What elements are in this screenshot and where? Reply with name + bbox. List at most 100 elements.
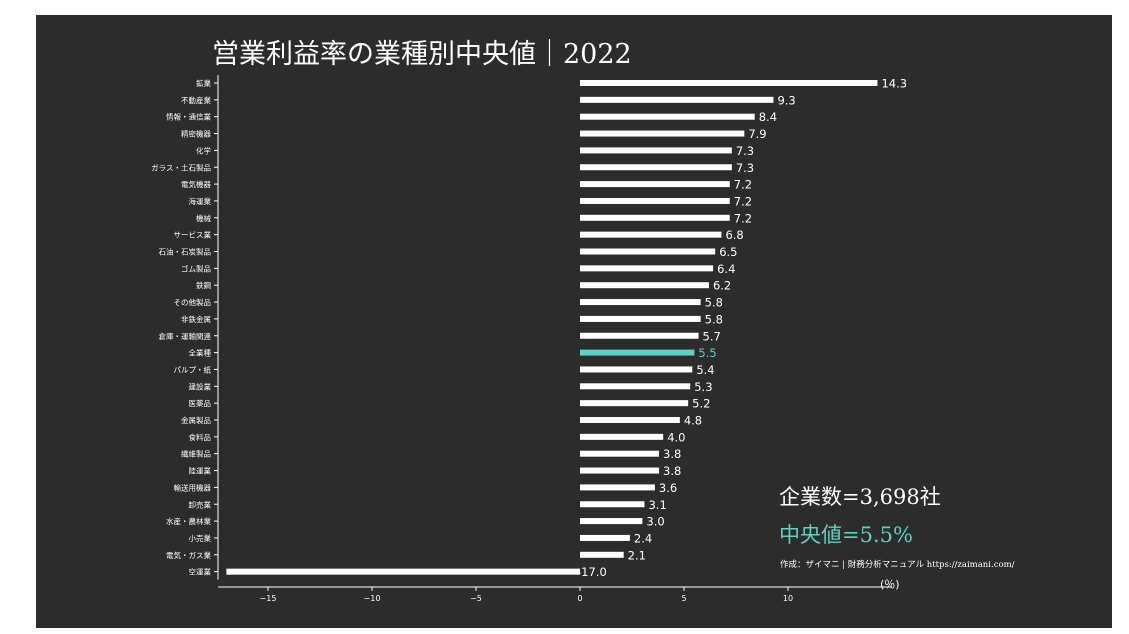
x-axis-unit-label: (％): [880, 578, 900, 591]
x-tick-label: −15: [260, 594, 277, 603]
bar: [226, 568, 580, 575]
bar: [580, 383, 691, 390]
y-tick-label: 倉庫・運輸関連: [159, 331, 212, 341]
y-tick-label: 化学: [196, 145, 211, 155]
bar: [580, 282, 709, 289]
data-label: 3.6: [659, 481, 677, 495]
y-tick-label: ゴム製品: [181, 263, 211, 273]
data-label: 3.0: [646, 515, 664, 529]
bar: [580, 534, 630, 541]
y-tick-label: 情報・通信業: [166, 112, 211, 122]
y-tick-label: 電気・ガス業: [166, 550, 211, 560]
data-label: 2.1: [628, 548, 646, 562]
data-label: 3.1: [648, 498, 666, 512]
data-label: 8.4: [759, 110, 777, 124]
bar: [580, 164, 732, 171]
data-label: 5.8: [705, 312, 723, 326]
x-tick-label: −10: [364, 594, 381, 603]
data-label: 7.9: [748, 127, 766, 141]
y-tick-label: その他製品: [174, 297, 212, 307]
bar: [580, 231, 722, 238]
bar: [580, 400, 689, 407]
data-label: 4.0: [667, 430, 685, 444]
data-label: 7.2: [734, 178, 752, 192]
bar: [580, 417, 680, 423]
y-tick-label: 陸運業: [189, 466, 212, 476]
y-tick-label: パルプ・紙: [174, 364, 212, 374]
bar: [580, 366, 693, 373]
bar: [580, 332, 699, 339]
data-label: 3.8: [663, 447, 681, 461]
bar: [580, 113, 755, 120]
company-count-stat: 企業数=3,698社: [779, 485, 941, 509]
y-tick-label: ガラス・土石製品: [151, 162, 211, 172]
chart-title: 営業利益率の業種別中央値｜2022: [212, 39, 632, 70]
data-label: 9.3: [777, 93, 795, 107]
bar: [580, 96, 774, 103]
y-tick-label: 鉱業: [196, 78, 211, 88]
x-tick-label: 5: [681, 594, 686, 603]
bar: [580, 147, 732, 154]
bar: [580, 265, 714, 272]
y-tick-label: サービス業: [174, 230, 212, 240]
y-tick-label: 不動産業: [181, 95, 211, 105]
data-label: 5.8: [705, 296, 723, 310]
y-tick-label: 繊維製品: [181, 449, 211, 459]
data-label: 6.8: [725, 228, 743, 242]
data-label: 7.2: [734, 211, 752, 225]
data-label: 7.2: [734, 194, 752, 208]
y-tick-label: 精密機器: [181, 129, 211, 139]
data-label: 5.3: [694, 380, 712, 394]
data-label: 7.3: [736, 161, 754, 175]
data-label: 5.4: [696, 363, 714, 377]
data-label: 5.7: [703, 329, 721, 343]
y-tick-label: 水産・農林業: [166, 516, 211, 526]
y-tick-label: 石油・石炭製品: [159, 247, 212, 257]
data-label: 4.8: [684, 414, 702, 428]
y-tick-label: 海運業: [189, 196, 212, 206]
y-tick-label: 小売業: [189, 533, 212, 543]
bar: [580, 433, 664, 440]
bar: [580, 197, 730, 204]
data-label: 3.8: [663, 464, 681, 478]
bar: [580, 551, 624, 558]
median-stat: 中央値=5.5%: [779, 523, 913, 547]
data-label: 5.2: [692, 397, 710, 411]
y-tick-label: 建設業: [189, 381, 212, 391]
bar: [580, 299, 701, 306]
bar: [580, 248, 716, 255]
y-tick-label: 機械: [196, 213, 211, 223]
data-label: 2.4: [634, 531, 652, 545]
data-label: 14.3: [881, 77, 907, 91]
bar: [580, 214, 730, 221]
x-tick-label: 0: [577, 594, 582, 603]
bar: [580, 484, 655, 491]
y-tick-label: 非鉄金属: [181, 314, 211, 324]
data-label: 7.3: [736, 144, 754, 158]
data-label: -17.0: [577, 565, 607, 579]
data-label: 6.4: [717, 262, 735, 276]
bar: [580, 181, 730, 188]
data-label: 6.5: [719, 245, 737, 259]
y-tick-label: 鉄鋼: [196, 280, 211, 290]
x-tick-label: −5: [470, 594, 482, 603]
bar: [580, 450, 660, 457]
data-label: 6.2: [713, 279, 731, 293]
x-tick-label: 10: [783, 594, 793, 603]
y-tick-label: 食料品: [189, 432, 212, 442]
data-label: 5.5: [698, 346, 716, 360]
bar-highlight: [580, 349, 695, 356]
bar: [580, 130, 745, 137]
bar: [580, 518, 643, 525]
credit-text: 作成：ザイマニ | 財務分析マニュアル https://zaimani.com/: [780, 560, 1015, 570]
bar: [580, 467, 660, 474]
y-tick-label: 全業種: [189, 348, 212, 358]
bar: [580, 501, 645, 508]
y-tick-label: 空運業: [189, 567, 212, 577]
y-tick-label: 電気機器: [181, 179, 211, 189]
bar: [580, 315, 701, 322]
y-tick-label: 医薬品: [189, 398, 212, 408]
y-tick-label: 金属製品: [181, 415, 211, 425]
y-tick-label: 輸送用機器: [174, 482, 212, 492]
